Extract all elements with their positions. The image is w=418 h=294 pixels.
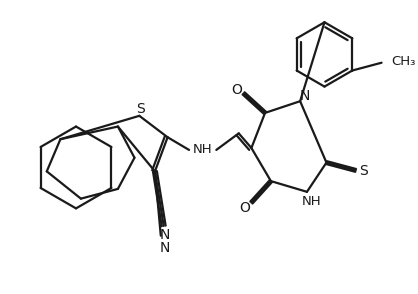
Text: CH₃: CH₃ bbox=[391, 55, 415, 68]
Text: N: N bbox=[160, 241, 170, 255]
Text: O: O bbox=[239, 201, 250, 216]
Text: S: S bbox=[136, 102, 145, 116]
Text: N: N bbox=[300, 89, 310, 103]
Text: NH: NH bbox=[193, 143, 212, 156]
Text: O: O bbox=[231, 83, 242, 96]
Text: S: S bbox=[359, 164, 368, 178]
Text: NH: NH bbox=[302, 195, 321, 208]
Text: N: N bbox=[160, 228, 170, 242]
